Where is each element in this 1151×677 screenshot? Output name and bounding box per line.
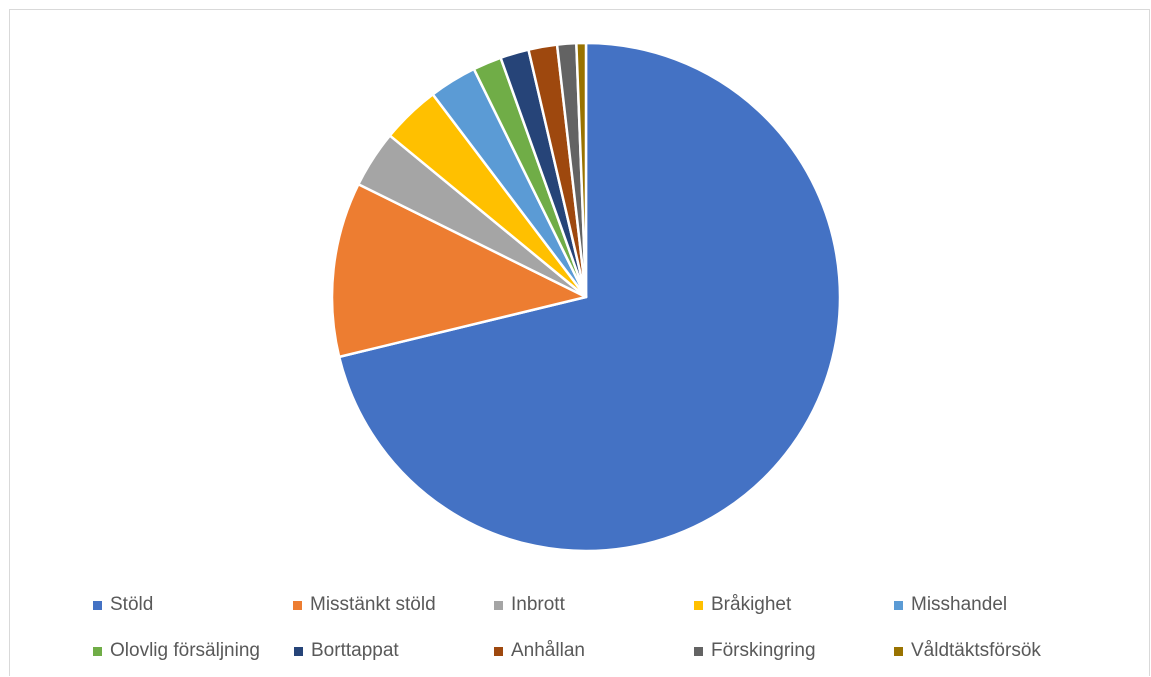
chart-frame	[9, 9, 1150, 676]
pie-slice-0	[337, 41, 842, 553]
pie-slice-9	[575, 41, 588, 299]
pie-slice-1	[330, 182, 588, 359]
